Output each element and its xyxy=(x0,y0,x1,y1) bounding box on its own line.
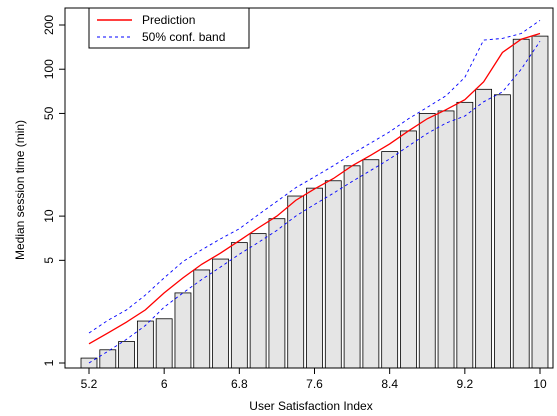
bar xyxy=(118,341,135,369)
x-tick-label: 5.2 xyxy=(81,377,98,391)
axes-group: 5.2 6 6.8 7.6 8.4 9.2 10 1 5 10 50 100 200 xyxy=(42,7,554,391)
bar xyxy=(155,318,173,369)
bar xyxy=(512,38,530,369)
bar xyxy=(174,292,192,369)
y-tick-label: 50 xyxy=(42,106,56,120)
legend-label: Prediction xyxy=(142,13,195,27)
bar xyxy=(287,195,305,369)
y-axis-label: Median session time (min) xyxy=(13,120,27,260)
x-tick-label: 6.8 xyxy=(231,377,248,391)
x-tick-label: 9.2 xyxy=(456,377,473,391)
bar xyxy=(99,349,117,369)
y-tick-label: 100 xyxy=(42,59,56,79)
y-tick-label: 200 xyxy=(42,15,56,35)
bar xyxy=(306,187,323,369)
legend-box xyxy=(88,7,250,49)
bar xyxy=(494,94,511,369)
bar xyxy=(418,113,436,369)
conf-band-line xyxy=(88,41,541,364)
x-tick-label: 7.6 xyxy=(306,377,323,391)
x-axis-label: User Satisfaction Index xyxy=(249,399,372,413)
lines-group xyxy=(88,20,541,364)
bar xyxy=(136,320,154,369)
bar xyxy=(456,101,474,369)
bar xyxy=(193,269,211,369)
x-tick-label: 10 xyxy=(533,377,547,391)
bars-group xyxy=(80,35,549,369)
bar xyxy=(362,159,380,369)
x-tick-label: 6 xyxy=(161,377,168,391)
bar xyxy=(249,233,267,369)
prediction-line xyxy=(88,32,541,345)
bar xyxy=(212,258,229,369)
bar xyxy=(400,130,417,369)
bar xyxy=(324,180,342,369)
y-tick-label: 10 xyxy=(42,209,56,223)
bar xyxy=(475,88,493,369)
y-tick-label: 1 xyxy=(42,359,56,366)
legend-label: 50% conf. band xyxy=(142,30,225,44)
bar xyxy=(437,110,455,369)
legend: Prediction 50% conf. band xyxy=(88,7,250,49)
bar xyxy=(343,165,361,369)
bar xyxy=(230,242,248,369)
bar xyxy=(381,151,399,369)
y-tick-label: 5 xyxy=(42,257,56,264)
bar xyxy=(268,218,286,369)
x-tick-label: 8.4 xyxy=(381,377,398,391)
bar xyxy=(531,35,549,369)
